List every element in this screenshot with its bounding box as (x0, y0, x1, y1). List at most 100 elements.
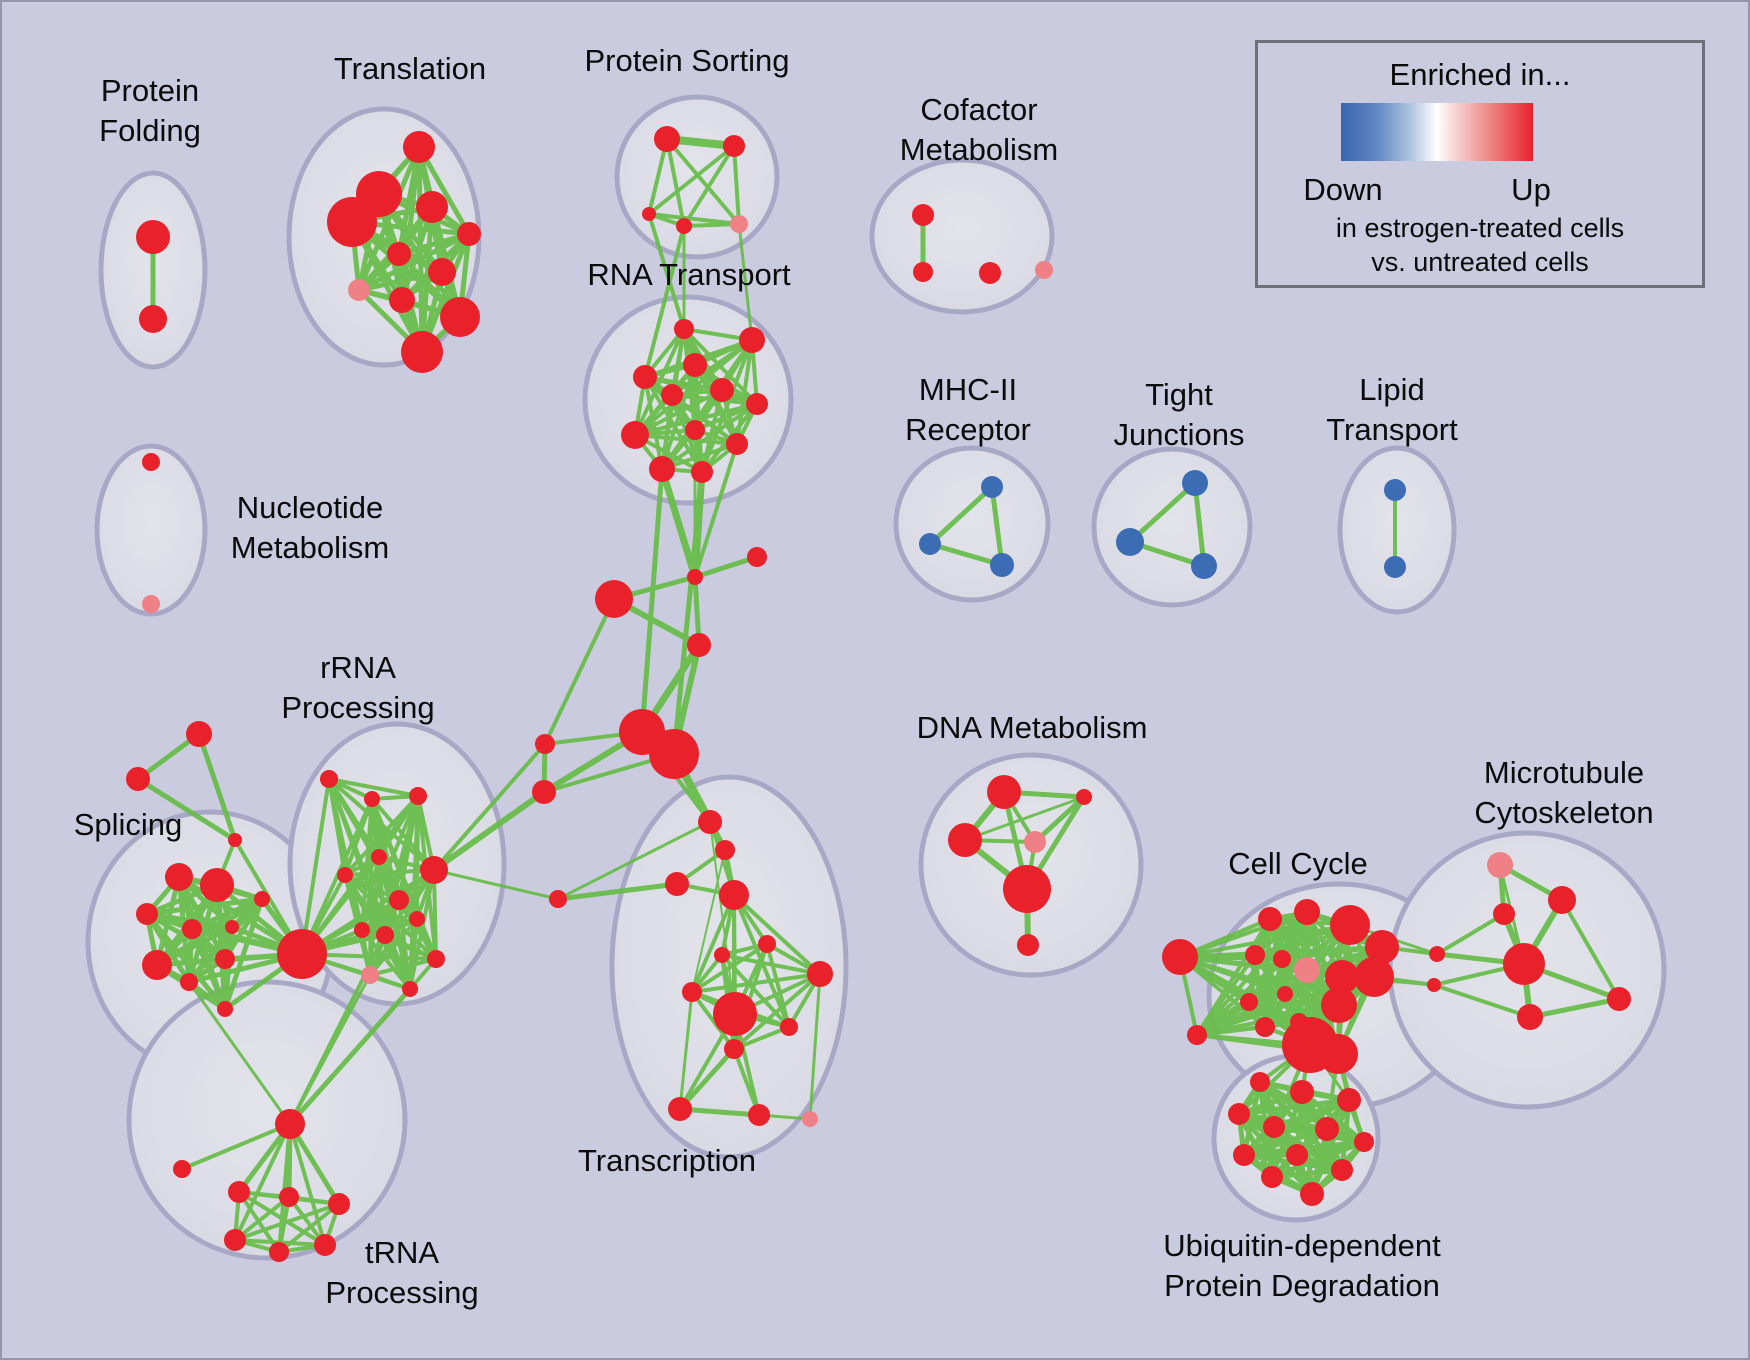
gene-set-node (1187, 1025, 1207, 1045)
edge (665, 137, 686, 228)
edge (1032, 794, 1087, 845)
gene-set-node (371, 849, 387, 865)
gene-set-node (314, 1234, 336, 1256)
gene-set-node (409, 787, 427, 805)
edge (633, 388, 724, 437)
edge (700, 388, 724, 474)
gene-set-node (354, 922, 370, 938)
gene-set-node (1427, 978, 1441, 992)
edge (300, 777, 331, 956)
edge (1195, 957, 1284, 1037)
edge (1192, 480, 1207, 569)
gene-set-node (747, 547, 767, 567)
gene-set-node (649, 729, 699, 779)
edge (658, 465, 699, 581)
gene-set-node (1035, 261, 1053, 279)
gene-set-node (348, 279, 370, 301)
gene-set-node (254, 891, 270, 907)
gene-set-node (364, 791, 380, 807)
gene-set-node (780, 1018, 798, 1036)
gene-set-node (1233, 1144, 1255, 1166)
edge (643, 224, 686, 379)
gene-set-node (1294, 899, 1320, 925)
edge (186, 896, 265, 985)
gene-set-node (535, 734, 555, 754)
gene-set-node (802, 1111, 818, 1127)
edge (360, 794, 420, 932)
gene-set-node (1365, 930, 1399, 964)
gene-set-node (654, 126, 680, 152)
edge (690, 990, 736, 1051)
cluster-label-tight-junctions: Tight Junctions (1114, 377, 1245, 452)
gene-set-node (549, 890, 567, 908)
legend-gradient-bar (1341, 103, 1533, 161)
gene-set-node (713, 992, 757, 1036)
cluster-label-cell-cycle: Cell Cycle (1228, 846, 1368, 881)
edge (692, 554, 760, 580)
legend-title: Enriched in... (1389, 57, 1571, 92)
gene-set-node (389, 890, 409, 910)
gene-set-node (1354, 1132, 1374, 1152)
edge (383, 933, 438, 961)
gene-set-node (1228, 1103, 1250, 1125)
gene-set-node (136, 220, 170, 254)
edge (647, 212, 741, 226)
gene-set-node (746, 393, 768, 415)
gene-set-node (948, 823, 982, 857)
edge (343, 797, 374, 877)
gene-set-node (440, 297, 480, 337)
gene-set-node (730, 215, 748, 233)
edge (709, 821, 736, 1015)
edge (1127, 480, 1198, 545)
edge (360, 928, 412, 991)
edge (690, 972, 822, 994)
gene-set-node (1321, 987, 1357, 1023)
gene-set-node (142, 453, 160, 471)
gene-set-node (1493, 903, 1515, 925)
edge (1195, 1020, 1301, 1037)
edge (288, 973, 372, 1126)
cluster-label-ubiquitin-degradation: Ubiquitin-dependent Protein Degradation (1163, 1228, 1441, 1303)
gene-set-node (186, 721, 212, 747)
cluster-label-dna-metabolism: DNA Metabolism (917, 710, 1148, 745)
gene-set-node (621, 421, 649, 449)
gene-set-node (142, 595, 160, 613)
gene-set-node (1331, 1159, 1353, 1181)
cluster-label-lipid-transport: Lipid Transport (1326, 372, 1458, 447)
gene-set-node (328, 1193, 350, 1215)
gene-set-node (1277, 986, 1293, 1002)
gene-set-node (661, 384, 683, 406)
edge (543, 597, 616, 746)
gene-set-node (389, 287, 415, 313)
edge (233, 1202, 341, 1242)
edge (196, 731, 238, 843)
gene-set-node (726, 433, 748, 455)
cluster-label-protein-sorting: Protein Sorting (584, 43, 789, 78)
edge (360, 917, 419, 932)
edge (368, 917, 419, 977)
edge (408, 917, 419, 991)
edge (665, 137, 741, 226)
gene-set-node (691, 461, 713, 483)
gene-set-node (1024, 831, 1046, 853)
edge (431, 789, 547, 873)
cluster-label-trna-processing: tRNA Processing (325, 1235, 478, 1310)
nodes (126, 126, 1631, 1262)
gene-set-node (674, 319, 694, 339)
edge (682, 222, 741, 228)
gene-set-node (361, 966, 379, 984)
gene-set-node (401, 331, 443, 373)
gene-set-node (182, 919, 202, 939)
edge (432, 868, 560, 901)
gene-set-node (685, 420, 705, 440)
gene-set-node (1250, 1072, 1270, 1092)
edge (732, 893, 822, 976)
cluster-bubble-tight-junctions (1091, 446, 1253, 608)
gene-set-node (683, 353, 707, 377)
gene-set-node (1263, 1116, 1285, 1138)
gene-set-node (327, 197, 377, 247)
edge (416, 144, 472, 237)
edge (693, 442, 739, 579)
gene-set-node (1003, 865, 1051, 913)
